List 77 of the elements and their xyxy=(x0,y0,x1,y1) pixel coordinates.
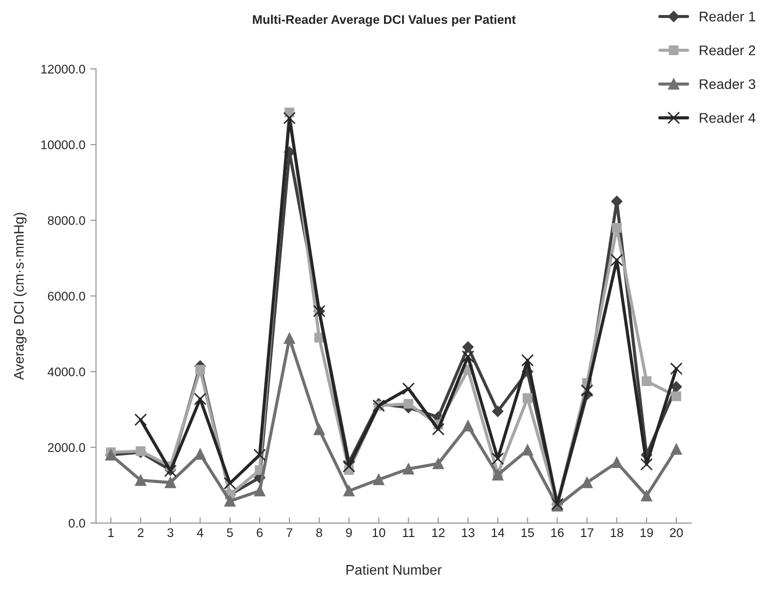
point xyxy=(314,424,325,436)
y-tick-label: 0.0 xyxy=(68,518,86,528)
point xyxy=(432,458,444,470)
point xyxy=(224,477,236,490)
point xyxy=(492,406,504,417)
legend-label: Reader 1 xyxy=(700,11,756,22)
point xyxy=(640,458,653,471)
y-tick-label: 4000.0 xyxy=(48,367,86,376)
x-tick-label: 8 xyxy=(316,528,322,538)
point xyxy=(373,474,384,486)
point xyxy=(254,485,266,496)
x-tick-label: 17 xyxy=(581,528,594,537)
y-tick-label: 10000.0 xyxy=(41,140,86,150)
x-tick-label: 6 xyxy=(256,528,263,538)
x-tick-label: 15 xyxy=(522,528,534,538)
x-tick-label: 16 xyxy=(551,528,564,538)
point xyxy=(642,376,652,386)
point xyxy=(610,254,624,266)
point xyxy=(641,490,652,502)
x-tick-label: 20 xyxy=(670,528,683,538)
x-tick-label: 9 xyxy=(346,528,352,538)
x-axis-title: Patient Number xyxy=(346,564,442,575)
point xyxy=(402,463,414,474)
point xyxy=(224,496,236,507)
point xyxy=(521,354,534,367)
point xyxy=(404,398,414,409)
point xyxy=(611,196,622,207)
point xyxy=(670,444,682,455)
x-tick-label: 7 xyxy=(286,528,292,537)
chart-title: Multi-Reader Average DCI Values per Patient xyxy=(252,14,516,26)
x-tick-label: 11 xyxy=(402,528,414,537)
point xyxy=(522,393,532,404)
point xyxy=(462,350,474,363)
point xyxy=(343,485,355,496)
x-tick-label: 1 xyxy=(108,528,114,537)
y-tick-label: 8000.0 xyxy=(48,216,86,225)
x-tick-label: 12 xyxy=(432,528,445,537)
point xyxy=(522,444,534,456)
legend-label: Reader 2 xyxy=(700,45,756,56)
x-tick-label: 19 xyxy=(640,528,653,538)
point xyxy=(462,341,474,353)
point xyxy=(134,413,147,426)
point xyxy=(581,476,593,488)
point xyxy=(194,448,206,460)
point xyxy=(253,448,266,462)
x-tick-label: 3 xyxy=(167,528,174,538)
point xyxy=(432,422,444,436)
y-axis-title: Average DCI (cm·s·mmHg) xyxy=(14,212,27,380)
point xyxy=(283,112,296,124)
point xyxy=(284,332,295,344)
point xyxy=(462,420,474,432)
point xyxy=(492,452,504,465)
x-tick-label: 14 xyxy=(492,528,504,537)
point xyxy=(670,381,682,392)
point xyxy=(195,364,206,375)
legend-label: Reader 4 xyxy=(700,112,756,123)
x-tick-label: 5 xyxy=(226,528,233,538)
point xyxy=(670,362,683,375)
y-tick-label: 12000.0 xyxy=(41,64,86,74)
x-tick-label: 13 xyxy=(462,528,474,538)
point xyxy=(194,392,206,406)
x-tick-label: 4 xyxy=(196,528,204,537)
point xyxy=(164,476,176,488)
x-tick-label: 18 xyxy=(610,528,624,538)
legend-label: Reader 3 xyxy=(700,78,756,90)
x-tick-label: 2 xyxy=(138,528,144,537)
point xyxy=(611,456,622,468)
point xyxy=(580,384,594,397)
point xyxy=(135,474,146,486)
point xyxy=(342,460,356,473)
point xyxy=(136,446,146,456)
point xyxy=(671,391,682,402)
x-tick-label: 10 xyxy=(372,528,386,538)
y-tick-label: 6000.0 xyxy=(48,292,86,301)
y-tick-label: 2000.0 xyxy=(48,443,86,452)
point xyxy=(402,382,415,395)
point xyxy=(612,222,622,233)
